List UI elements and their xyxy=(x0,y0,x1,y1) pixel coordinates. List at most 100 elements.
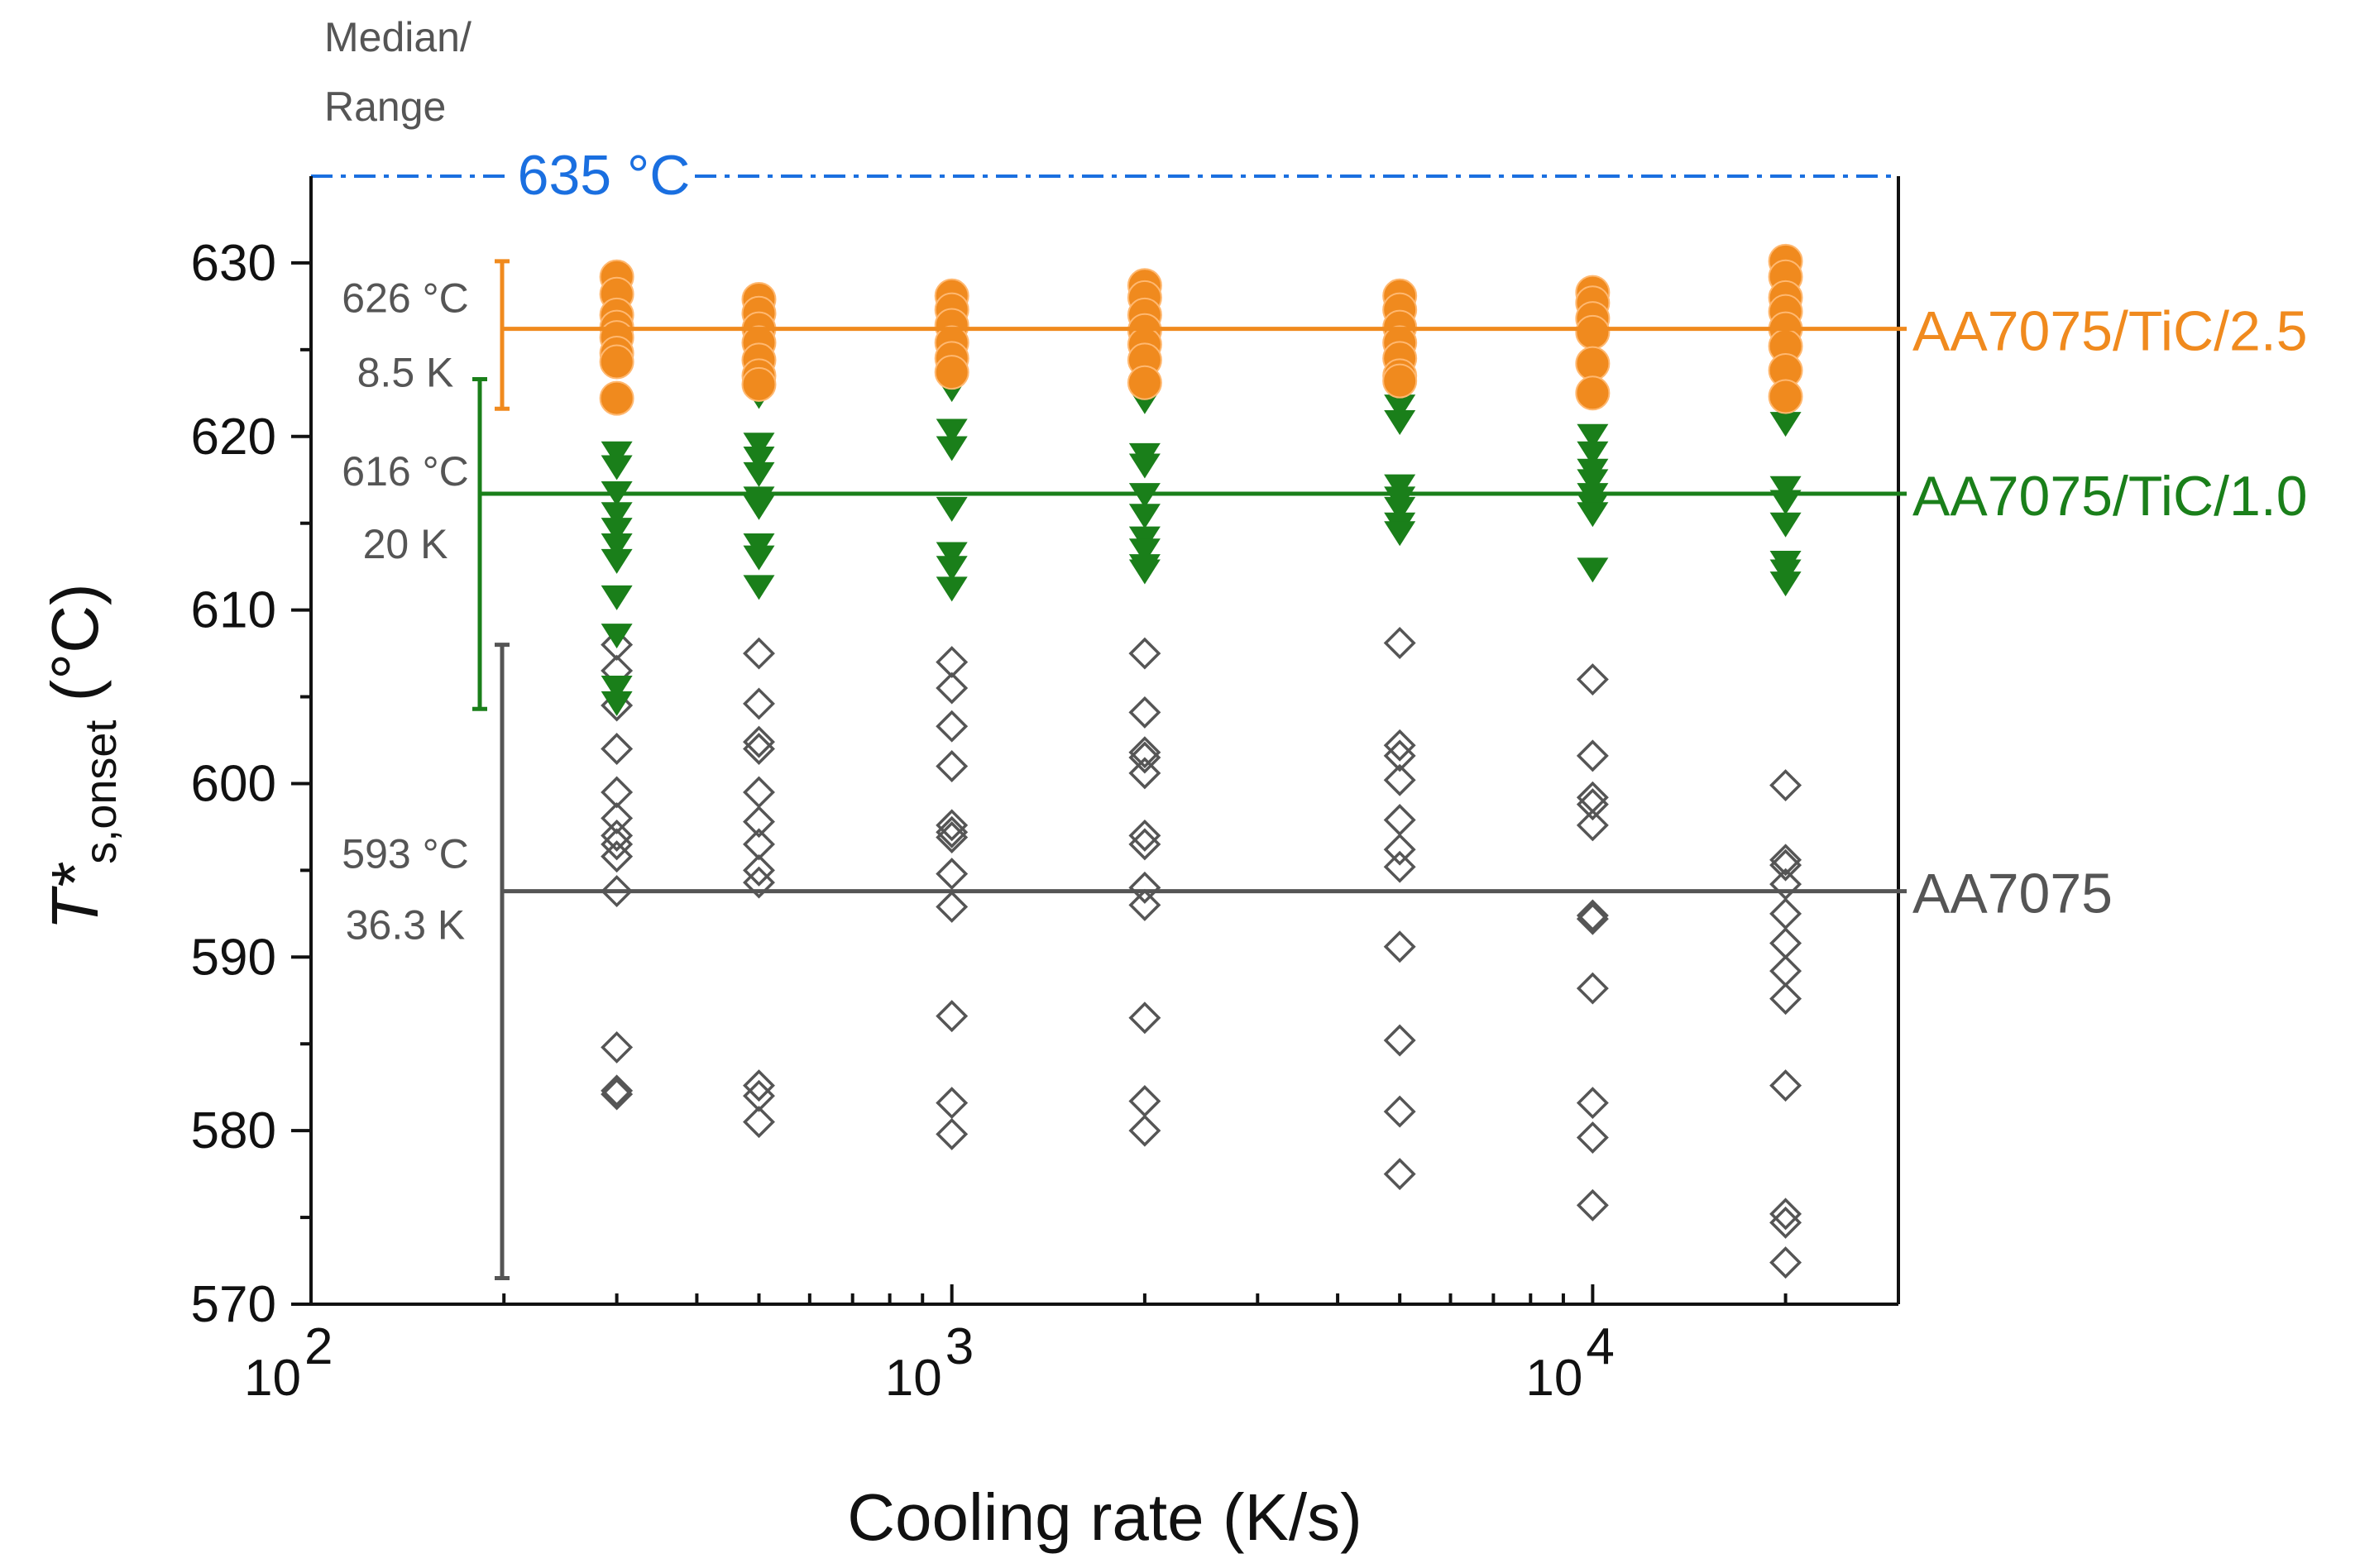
data-point-circle xyxy=(599,344,634,380)
data-point-diamond xyxy=(1576,1121,1609,1154)
data-point-diamond xyxy=(1769,982,1802,1016)
data-point-diamond xyxy=(1128,757,1161,790)
data-point-triangle xyxy=(1769,412,1802,437)
data-point-diamond xyxy=(1576,663,1609,696)
data-point-diamond xyxy=(601,1078,634,1111)
data-point-triangle xyxy=(601,518,633,543)
reference-line-layer: 635 °C xyxy=(311,144,1898,207)
data-point-triangle xyxy=(936,576,968,602)
data-point-diamond xyxy=(601,776,634,809)
y-tick-label: 630 xyxy=(191,235,276,292)
series-label: AA7075/TiC/2.5 xyxy=(1912,300,2308,363)
data-point-diamond xyxy=(936,821,969,853)
data-point-diamond xyxy=(936,1000,969,1033)
data-point-triangle xyxy=(1384,496,1416,522)
data-point-diamond xyxy=(1769,1206,1802,1239)
data-point-triangle xyxy=(1384,409,1416,435)
data-point-triangle xyxy=(1577,502,1609,528)
range-value-label: 36.3 K xyxy=(346,902,466,949)
data-point-diamond xyxy=(1128,736,1161,769)
range-bar xyxy=(472,377,487,711)
data-point-circle xyxy=(599,380,634,416)
data-point-triangle xyxy=(601,691,633,716)
data-point-circle xyxy=(1575,375,1611,411)
y-tick-label: 580 xyxy=(191,1102,276,1159)
data-point-diamond xyxy=(936,750,969,782)
chart-labels: Cooling rate (K/s) T*s,onset (°C) Median/R… xyxy=(38,14,2308,1554)
data-point-diamond xyxy=(743,637,775,670)
data-point-diamond xyxy=(936,672,969,705)
data-point-diamond xyxy=(1576,899,1609,932)
range-bar xyxy=(495,259,510,411)
data-point-diamond xyxy=(601,875,634,908)
x-tick-exponent: 3 xyxy=(945,1318,974,1375)
data-point-triangle xyxy=(1769,476,1802,501)
median-lines xyxy=(480,327,1907,894)
data-point-diamond xyxy=(1769,897,1802,930)
data-point-triangle xyxy=(601,455,633,480)
range-bars xyxy=(472,259,510,1281)
data-point-diamond xyxy=(1128,1085,1161,1117)
data-point-diamond xyxy=(936,710,969,743)
data-point-triangle xyxy=(1128,538,1161,564)
data-point-diamond xyxy=(936,1117,969,1150)
data-point-diamond xyxy=(743,1106,775,1139)
data-point-triangle xyxy=(1384,394,1416,420)
data-point-diamond xyxy=(1769,1246,1802,1279)
series-label: AA7075 xyxy=(1912,863,2113,925)
data-point-circle xyxy=(1768,379,1803,414)
data-point-triangle xyxy=(743,461,775,487)
data-point-diamond xyxy=(743,1069,775,1102)
reference-line-label: 635 °C xyxy=(518,144,691,207)
data-point-diamond xyxy=(1769,1069,1802,1102)
data-point-diamond xyxy=(1383,804,1416,837)
data-point-diamond xyxy=(1769,954,1802,987)
data-point-diamond xyxy=(743,853,775,887)
data-point-diamond xyxy=(1383,627,1416,659)
data-point-triangle xyxy=(1769,490,1802,515)
data-point-diamond xyxy=(936,815,969,849)
data-point-diamond xyxy=(743,1079,775,1112)
data-point-diamond xyxy=(743,806,775,839)
data-point-diamond xyxy=(1128,637,1161,670)
data-point-diamond xyxy=(936,809,969,842)
data-point-diamond xyxy=(1128,819,1161,852)
range-value-label: 20 K xyxy=(363,521,448,567)
y-tick-label: 590 xyxy=(191,929,276,986)
y-tick-label: 570 xyxy=(191,1276,276,1333)
data-point-circle xyxy=(1382,363,1418,399)
x-tick-label: 103 xyxy=(885,1318,974,1407)
data-point-diamond xyxy=(1128,871,1161,904)
data-point-triangle xyxy=(743,495,775,520)
y-tick-label: 610 xyxy=(191,582,276,639)
data-point-triangle xyxy=(743,545,775,571)
data-point-diamond xyxy=(1383,729,1416,762)
data-point-diamond xyxy=(1128,828,1161,861)
data-point-diamond xyxy=(1383,1024,1416,1057)
data-point-diamond xyxy=(936,1087,969,1120)
data-point-diamond xyxy=(743,776,775,809)
data-point-diamond xyxy=(1576,1188,1609,1221)
data-point-triangle xyxy=(1128,559,1161,585)
data-point-diamond xyxy=(1576,1087,1609,1120)
data-point-triangle xyxy=(601,548,633,574)
data-point-circle xyxy=(741,366,777,402)
data-point-triangle xyxy=(936,418,968,444)
data-point-diamond xyxy=(936,858,969,891)
data-point-triangle xyxy=(601,624,633,649)
data-point-triangle xyxy=(1577,557,1609,583)
data-point-diamond xyxy=(1383,850,1416,883)
legend-header-line1: Median/ xyxy=(324,14,471,60)
data-point-diamond xyxy=(1383,1095,1416,1128)
data-point-triangle xyxy=(1577,441,1609,466)
data-point-diamond xyxy=(1769,849,1802,882)
data-point-diamond xyxy=(1769,927,1802,959)
data-point-circle xyxy=(1575,314,1611,350)
data-point-circle xyxy=(1575,346,1611,381)
data-point-triangle xyxy=(601,676,633,701)
data-point-triangle xyxy=(1769,512,1802,538)
data-point-diamond xyxy=(601,840,634,873)
data-point-triangle xyxy=(936,556,968,581)
x-tick-exponent: 2 xyxy=(304,1318,333,1375)
data-point-triangle xyxy=(1128,453,1161,479)
